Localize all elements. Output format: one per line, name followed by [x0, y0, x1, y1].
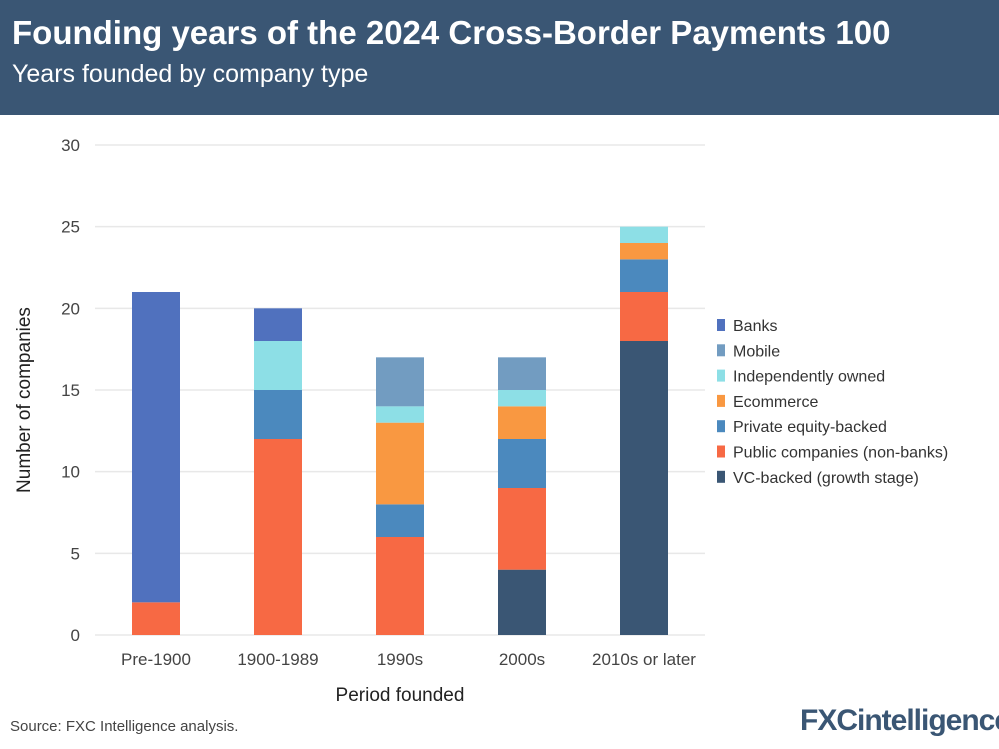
x-tick-label: Pre-1900 — [121, 650, 191, 669]
y-tick-label: 10 — [61, 463, 80, 482]
y-tick-label: 0 — [71, 626, 80, 645]
bar-segment — [254, 439, 302, 635]
bar-segment — [254, 308, 302, 341]
bar-segment — [254, 390, 302, 439]
bar-segment — [132, 292, 180, 603]
chart-subtitle: Years founded by company type — [12, 60, 369, 88]
y-tick-label: 30 — [61, 136, 80, 155]
legend-label: Banks — [733, 318, 777, 335]
legend-label: Public companies (non-banks) — [733, 445, 948, 462]
y-tick-label: 15 — [61, 381, 80, 400]
bar-segment — [620, 292, 668, 341]
x-tick-label: 2000s — [499, 650, 545, 669]
source-note: Source: FXC Intelligence analysis. — [10, 718, 239, 735]
fxc-logo: FXCintelligence — [800, 704, 999, 737]
bar-segment — [498, 569, 546, 635]
bar-segment — [376, 537, 424, 635]
bar-segment — [620, 243, 668, 260]
legend-swatch — [717, 420, 725, 433]
bar-segment — [376, 422, 424, 505]
x-tick-label: 2010s or later — [592, 650, 696, 669]
bar-segment — [376, 357, 424, 407]
x-tick-label: 1990s — [377, 650, 423, 669]
x-axis-label: Period founded — [336, 685, 465, 706]
legend-label: Mobile — [733, 343, 780, 360]
bar-segment — [376, 406, 424, 423]
legend-swatch — [717, 319, 725, 331]
legend-label: Ecommerce — [733, 394, 818, 411]
bar-segment — [132, 602, 180, 635]
legend-swatch — [717, 344, 725, 357]
x-tick-label: 1900-1989 — [237, 650, 318, 669]
bar-segment — [254, 341, 302, 390]
y-tick-label: 5 — [71, 544, 80, 563]
legend-swatch — [717, 470, 725, 483]
bar-segment — [620, 259, 668, 292]
y-axis-label: Number of companies — [14, 307, 35, 493]
legend-swatch — [717, 369, 725, 382]
bar-segment — [376, 504, 424, 537]
chart-title: Founding years of the 2024 Cross-Border … — [12, 14, 891, 51]
bar-segment — [498, 439, 546, 488]
y-tick-label: 20 — [61, 299, 80, 318]
legend-label: Independently owned — [733, 369, 885, 386]
legend-swatch — [717, 394, 725, 407]
bar-segment — [498, 357, 546, 390]
header: Founding years of the 2024 Cross-Border … — [0, 0, 999, 115]
y-tick-label: 25 — [61, 218, 80, 237]
bar-segment — [620, 226, 668, 243]
bar-segment — [498, 488, 546, 570]
legend-label: VC-backed (growth stage) — [733, 470, 919, 487]
legend-label: Private equity-backed — [733, 419, 887, 436]
legend-swatch — [717, 445, 725, 458]
bar-segment — [498, 390, 546, 407]
bar-segment — [620, 341, 668, 635]
bar-segment — [498, 406, 546, 439]
